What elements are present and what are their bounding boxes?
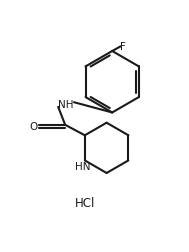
Text: HN: HN xyxy=(75,161,91,171)
Text: F: F xyxy=(120,42,126,52)
Text: NH: NH xyxy=(58,100,73,110)
Text: HCl: HCl xyxy=(75,197,95,209)
Text: O: O xyxy=(30,122,38,132)
